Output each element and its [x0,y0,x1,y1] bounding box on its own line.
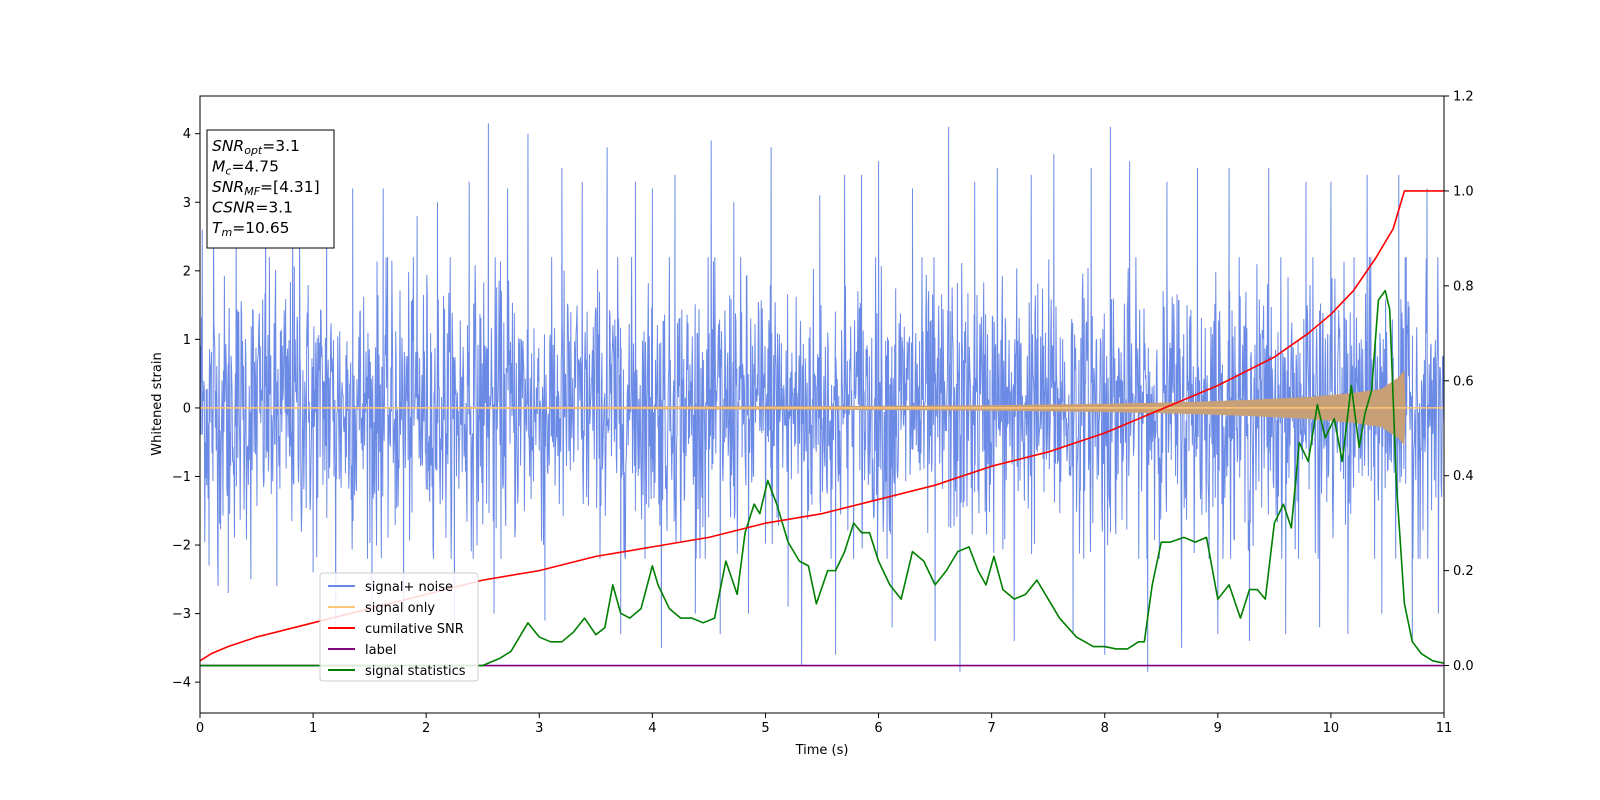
signal-only-series [200,370,1444,446]
axes-frame [199,95,1445,714]
y-right-tick-label: 0.4 [1453,469,1474,484]
signal-noise-line [200,123,1444,672]
y-left-tick-label: 0 [183,401,191,416]
legend-label: cumilative SNR [365,622,464,637]
info-box-entry: SNRMF=[4.31] [212,178,320,198]
legend-label: signal statistics [365,664,466,679]
y-axis-label: Whitened strain [150,352,165,455]
x-tick-label: 4 [648,721,656,736]
legend-label: label [365,643,396,658]
legend-label: signal+ noise [365,580,453,595]
info-box-frame [206,129,335,249]
x-axis-label: Time (s) [795,743,849,758]
x-tick-label: 3 [535,721,543,736]
signal-noise-series [200,123,1444,672]
x-tick-label: 11 [1436,721,1453,736]
y-right-tick-label: 0.0 [1453,659,1474,674]
y-left-tick-label: −4 [172,676,191,691]
signal-statistics-line [200,289,1444,667]
x-tick-label: 0 [196,721,204,736]
info-box-entry: SNRopt=3.1 [212,137,300,157]
y-right-tick-label: 0.2 [1453,564,1474,579]
y-left-tick-label: 4 [183,127,191,142]
y-axis-right: 1.2 1.0 0.8 0.6 0.4 0.2 0.0 [1444,90,1474,674]
y-left-tick-label: −2 [172,539,191,554]
y-left-tick-label: −3 [172,607,191,622]
legend: signal+ noise signal only cumilative SNR la… [319,572,479,682]
y-left-tick-label: 2 [183,264,191,279]
y-right-tick-label: 1.2 [1453,90,1474,105]
x-tick-label: 9 [1214,721,1222,736]
info-box-entry: Mc=4.75 [212,158,279,178]
y-right-tick-label: 0.6 [1453,374,1474,389]
y-left-tick-label: −1 [172,470,191,485]
y-right-tick-label: 0.8 [1453,279,1474,294]
x-tick-label: 5 [761,721,769,736]
x-tick-label: 1 [309,721,317,736]
x-tick-label: 7 [987,721,995,736]
info-box-entry: Tm=10.65 [212,219,290,239]
x-tick-label: 8 [1101,721,1109,736]
x-tick-label: 6 [874,721,882,736]
y-left-tick-label: 3 [183,196,191,211]
x-tick-label: 10 [1323,721,1340,736]
legend-label: signal only [365,601,435,616]
legend-frame [319,572,479,682]
y-left-tick-label: 1 [183,333,191,348]
x-tick-label: 2 [422,721,430,736]
y-right-tick-label: 1.0 [1453,184,1474,199]
y-axis-left: 4 3 2 1 0 −1 −2 −3 −4 [172,127,200,691]
x-axis: 0 1 2 3 4 5 6 7 8 9 10 11 [196,713,1452,736]
info-box-entry: CSNR=3.1 [212,199,293,217]
